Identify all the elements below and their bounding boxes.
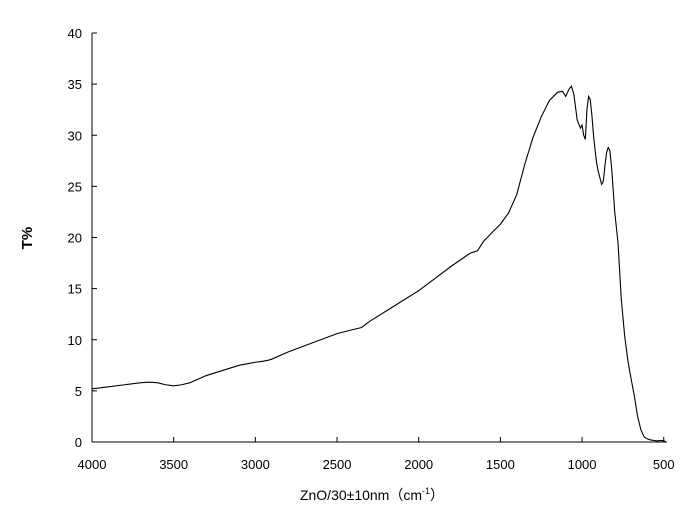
y-tick-label: 40 [68,26,82,41]
x-tick-label: 500 [653,457,675,472]
x-axis-label: ZnO/30±10nm（cm-1） [300,486,444,503]
y-tick-label: 35 [68,77,82,92]
x-tick-label: 3000 [241,457,270,472]
y-axis-label: T% [19,227,36,250]
x-axis-label-superscript: -1 [422,486,430,496]
y-tick-label: 10 [68,333,82,348]
y-tick-label: 25 [68,179,82,194]
x-tick-label: 2000 [404,457,433,472]
x-tick-label: 3500 [159,457,188,472]
y-ticks: 0 5 10 15 20 25 30 35 40 [68,26,97,450]
x-ticks: 4000 3500 3000 2500 2000 1500 1000 500 [78,437,675,472]
y-tick-label: 20 [68,231,82,246]
y-tick-label: 0 [75,435,82,450]
plot-area [91,33,667,443]
x-tick-label: 1000 [568,457,597,472]
x-axis-label-main: ZnO/30±10nm（cm [300,487,422,503]
x-tick-label: 2500 [323,457,352,472]
x-tick-label: 4000 [78,457,107,472]
y-tick-label: 15 [68,282,82,297]
transmittance-line [91,85,666,442]
y-tick-label: 30 [68,128,82,143]
x-tick-label: 1500 [486,457,515,472]
y-tick-label: 5 [75,384,82,399]
x-axis-label-close: ） [430,487,444,503]
